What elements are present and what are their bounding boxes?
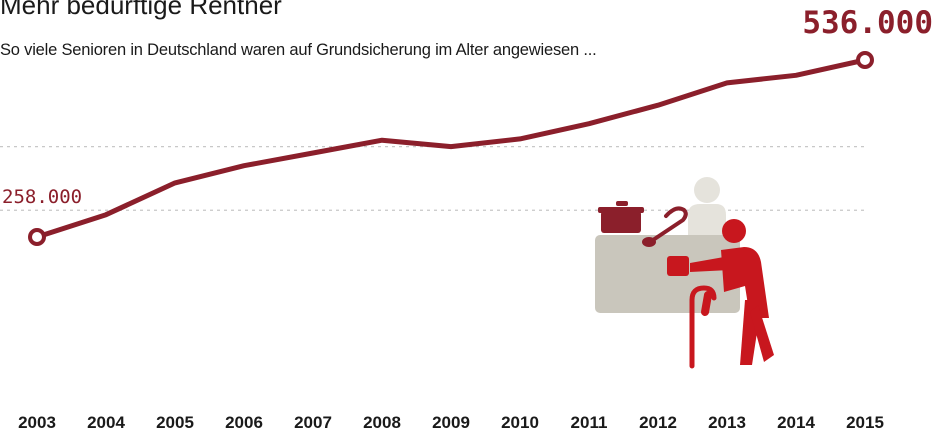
x-tick-label: 2007 (294, 413, 332, 432)
x-tick-label: 2014 (777, 413, 815, 432)
x-tick-label: 2005 (156, 413, 194, 432)
x-tick-label: 2006 (225, 413, 263, 432)
x-tick-label: 2013 (708, 413, 746, 432)
chart-subtitle: So viele Senioren in Deutschland waren a… (0, 41, 597, 59)
x-tick-label: 2004 (87, 413, 125, 432)
x-tick-label: 2012 (639, 413, 677, 432)
x-tick-label: 2009 (432, 413, 470, 432)
end-value-label: 536.000 (802, 5, 933, 41)
x-tick-label: 2003 (18, 413, 56, 432)
x-tick-label: 2011 (571, 413, 608, 432)
x-tick-label: 2015 (846, 413, 884, 432)
chart-title: Mehr bedürftige Rentner (0, 0, 282, 20)
x-tick-label: 2010 (501, 413, 539, 432)
pensioner-at-food-counter-icon (595, 177, 774, 369)
start-point-marker (28, 228, 46, 246)
gridlines (0, 145, 865, 211)
series-line (34, 57, 868, 240)
x-tick-label: 2008 (363, 413, 401, 432)
start-value-label: 258.000 (2, 186, 82, 208)
endpoint-markers (28, 51, 874, 246)
series-line-group (34, 57, 868, 240)
x-axis-ticks: 2003 2004 2005 2006 2007 2008 2009 2010 2011 2012… (18, 413, 884, 432)
end-point-marker (856, 51, 874, 69)
